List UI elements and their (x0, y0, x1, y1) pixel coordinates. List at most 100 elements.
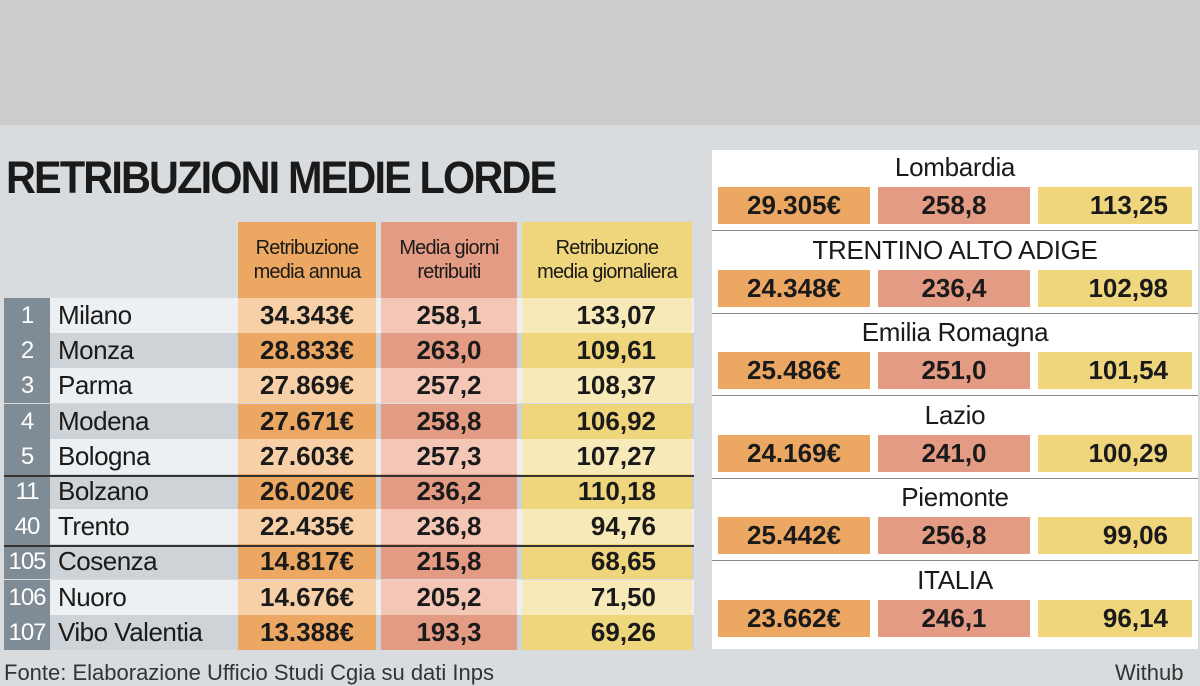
annua-value: 22.435€ (238, 509, 376, 545)
rank: 105 (4, 544, 50, 580)
giornaliera-value: 68,65 (522, 544, 692, 580)
giorni-value: 193,3 (381, 614, 517, 650)
giornaliera-value: 106,92 (522, 403, 692, 439)
giornaliera-value: 100,29 (1038, 434, 1192, 472)
annua-value: 27.671€ (238, 403, 376, 439)
giorni-value: 205,2 (381, 579, 517, 615)
annua-value: 23.662€ (718, 599, 870, 637)
region-name: ITALIA (917, 564, 993, 595)
annua-value: 29.305€ (718, 187, 870, 224)
giorni-value: 257,3 (381, 438, 517, 474)
city-name: Parma (58, 370, 133, 401)
giorni-value: 258,8 (878, 187, 1030, 224)
city-name: Monza (58, 335, 134, 366)
region-group: Lazio 24.169€ 241,0 100,29 (712, 398, 1198, 481)
header-line: Retribuzione (555, 237, 659, 259)
giorni-value: 256,8 (878, 517, 1030, 554)
region-name: Emilia Romagna (861, 317, 1049, 347)
giorni-value: 246,1 (878, 599, 1030, 637)
infographic-title: RETRIBUZIONI MEDIE LORDE (6, 152, 557, 203)
city-name: Bolzano (58, 476, 149, 506)
table-row: 2 Monza 28.833€ 263,0 109,61 (4, 333, 694, 369)
header-line: retribuiti (417, 261, 481, 283)
giornaliera-value: 96,14 (1038, 599, 1192, 637)
top-band (0, 0, 1200, 125)
rank: 4 (4, 403, 50, 439)
source-note: Fonte: Elaborazione Ufficio Studi Cgia s… (4, 660, 494, 685)
rank: 1 (4, 298, 50, 333)
giorni-value: 257,2 (381, 368, 517, 404)
giornaliera-value: 109,61 (522, 333, 692, 369)
region-group: Piemonte 25.442€ 256,8 99,06 (712, 480, 1198, 563)
city-name: Trento (58, 511, 130, 542)
rank: 11 (4, 474, 50, 509)
table-row: 4 Modena 27.671€ 258,8 106,92 (4, 403, 694, 439)
header-line: Media giorni (399, 237, 499, 259)
giornaliera-value: 107,27 (522, 438, 692, 474)
annua-value: 14.676€ (238, 579, 376, 615)
city-name: Bologna (58, 440, 150, 471)
header-line: media giornaliera (537, 261, 678, 283)
giornaliera-value: 133,07 (522, 298, 692, 333)
table-row: 105 Cosenza 14.817€ 215,8 68,65 (4, 544, 694, 580)
giornaliera-value: 101,54 (1038, 352, 1192, 389)
giornaliera-value: 71,50 (522, 579, 692, 615)
annua-value: 27.869€ (238, 368, 376, 404)
rank: 2 (4, 333, 50, 369)
giornaliera-value: 69,26 (522, 614, 692, 650)
city-name: Vibo Valentia (58, 616, 203, 647)
header-retribuzione-annua: Retribuzione media annua (238, 222, 376, 298)
giorni-value: 236,2 (381, 474, 517, 509)
city-name: Modena (58, 405, 149, 436)
annua-value: 34.343€ (238, 298, 376, 333)
annua-value: 27.603€ (238, 438, 376, 474)
city-name: Nuoro (58, 581, 127, 612)
annua-value: 14.817€ (238, 544, 376, 580)
giorni-value: 251,0 (878, 352, 1030, 389)
table-row: 40 Trento 22.435€ 236,8 94,76 (4, 509, 694, 545)
divider (712, 230, 1198, 231)
annua-value: 25.486€ (718, 352, 870, 389)
rank: 107 (4, 614, 50, 650)
header-line: media annua (253, 261, 362, 283)
table-row: 107 Vibo Valentia 13.388€ 193,3 69,26 (4, 614, 694, 650)
region-name: Lombardia (894, 152, 1016, 182)
divider (712, 312, 1198, 314)
giorni-value: 258,1 (381, 298, 517, 333)
table-row: 3 Parma 27.869€ 257,2 108,37 (4, 368, 694, 404)
annua-value: 28.833€ (238, 333, 376, 369)
rank: 5 (4, 438, 50, 474)
giorni-value: 236,4 (878, 269, 1030, 307)
credit: Withub (1115, 660, 1184, 685)
annua-value: 25.442€ (718, 517, 870, 554)
giornaliera-value: 102,98 (1038, 269, 1192, 307)
divider (4, 545, 694, 547)
region-name: Lazio (924, 399, 986, 430)
table-row: 11 Bolzano 26.020€ 236,2 110,18 (4, 474, 694, 509)
divider (712, 395, 1198, 396)
rank: 3 (4, 368, 50, 404)
giorni-value: 258,8 (381, 403, 517, 439)
annua-value: 24.348€ (718, 269, 870, 307)
divider (712, 477, 1198, 479)
header-line: Retribuzione (255, 237, 359, 259)
table-row: 1 Milano 34.343€ 258,1 133,07 (4, 298, 694, 333)
region-group: TRENTINO ALTO ADIGE 24.348€ 236,4 102,98 (712, 233, 1198, 316)
giornaliera-value: 99,06 (1038, 517, 1192, 554)
region-group: ITALIA 23.662€ 246,1 96,14 (712, 563, 1198, 646)
table-row: 106 Nuoro 14.676€ 205,2 71,50 (4, 579, 694, 615)
giorni-value: 241,0 (878, 434, 1030, 472)
region-group: Lombardia 29.305€ 258,8 113,25 (712, 150, 1198, 233)
divider (4, 475, 694, 477)
giornaliera-value: 108,37 (522, 368, 692, 404)
giorni-value: 215,8 (381, 544, 517, 580)
giornaliera-value: 94,76 (522, 509, 692, 545)
annua-value: 26.020€ (238, 474, 376, 509)
regions-panel: Lombardia 29.305€ 258,8 113,25 TRENTINO … (712, 150, 1198, 649)
header-giorni: Media giorni retribuiti (381, 222, 517, 298)
region-name: TRENTINO ALTO ADIGE (812, 234, 1098, 265)
region-group: Emilia Romagna 25.486€ 251,0 101,54 (712, 315, 1198, 398)
divider (712, 560, 1198, 561)
annua-value: 24.169€ (718, 434, 870, 472)
rank: 40 (4, 509, 50, 545)
